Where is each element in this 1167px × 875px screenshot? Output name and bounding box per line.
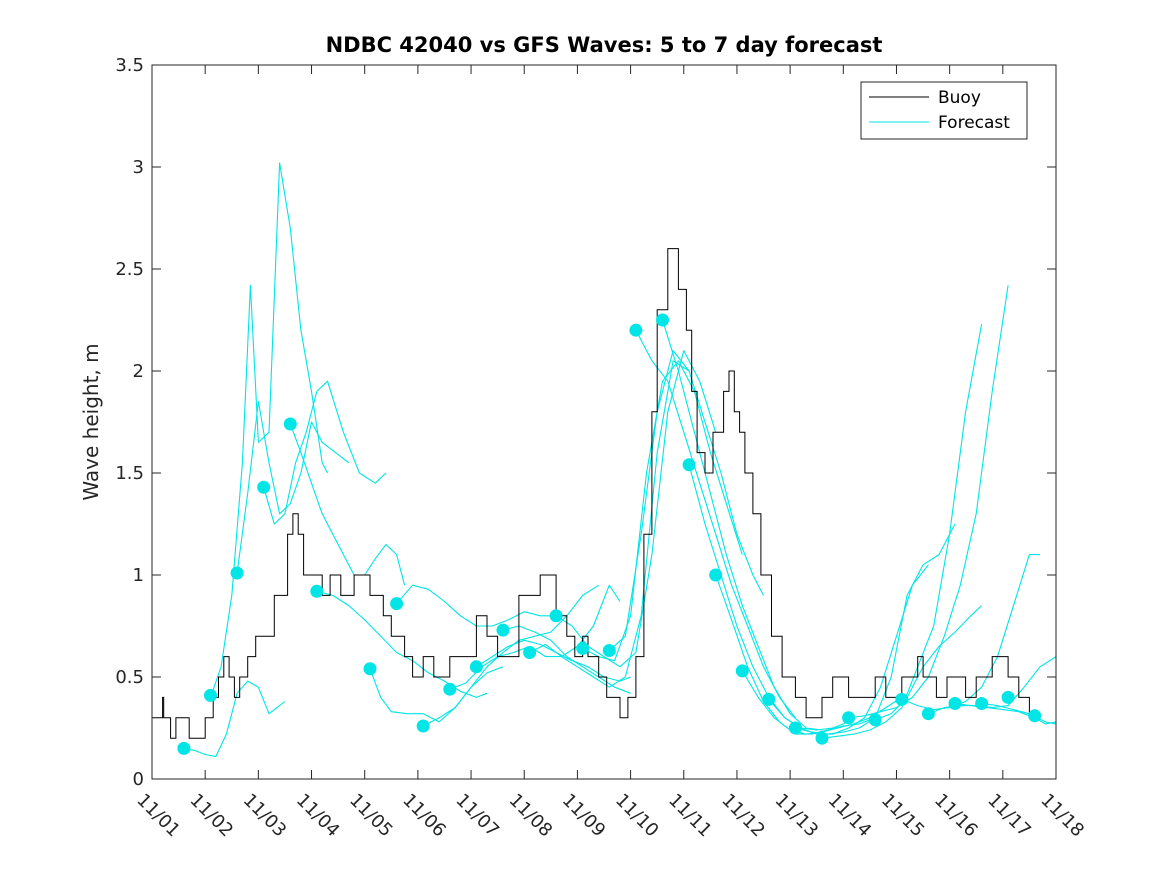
y-tick-label: 0 — [133, 769, 144, 790]
legend-buoy-label: Buoy — [938, 88, 981, 108]
forecast-marker — [469, 660, 483, 674]
forecast-marker — [788, 721, 802, 735]
axes-background — [152, 65, 1056, 779]
forecast-line-27 — [901, 554, 1040, 711]
forecast-marker — [283, 417, 297, 431]
legend-forecast-label: Forecast — [938, 113, 1010, 133]
forecast-marker — [709, 568, 723, 582]
forecast-marker — [257, 480, 271, 494]
forecast-marker — [921, 707, 935, 721]
forecast-line-15 — [582, 360, 743, 662]
forecast-marker — [975, 697, 989, 710]
forecast-marker — [762, 692, 776, 706]
y-tick-label: 2.5 — [115, 259, 144, 280]
y-axis-label: Wave height, m — [79, 343, 103, 500]
chart-title: NDBC 42040 vs GFS Waves: 5 to 7 day fore… — [326, 33, 883, 57]
forecast-line-4 — [263, 380, 387, 525]
forecast-marker — [948, 697, 962, 710]
forecast-marker — [602, 644, 616, 657]
buoy-line — [152, 248, 1040, 739]
forecast-line-12 — [502, 625, 631, 694]
forecast-line-9 — [422, 584, 599, 727]
forecast-line-5 — [289, 423, 406, 586]
forecast-line-2 — [209, 162, 328, 698]
y-tick-label: 1 — [133, 565, 144, 586]
y-tick-label: 3.5 — [115, 55, 144, 76]
forecast-marker — [204, 688, 217, 702]
forecast-line-29 — [954, 702, 1057, 725]
forecast-marker — [496, 623, 510, 637]
forecast-line-13 — [529, 360, 690, 688]
forecast-line-30 — [981, 702, 1057, 725]
forecast-line-16 — [608, 350, 764, 651]
forecast-marker — [629, 323, 643, 337]
forecast-marker — [576, 641, 590, 655]
forecast-marker — [416, 719, 430, 733]
forecast-line-3 — [236, 401, 350, 574]
y-tick-label: 1.5 — [115, 463, 144, 484]
forecast-marker — [443, 682, 457, 696]
forecast-line-18 — [661, 319, 823, 731]
forecast-marker — [523, 646, 537, 659]
axes-frame — [151, 64, 1057, 780]
forecast-line-1 — [183, 680, 286, 758]
legend: Buoy Forecast — [860, 81, 1028, 140]
y-tick-label: 3 — [133, 157, 144, 178]
forecast-marker — [230, 566, 244, 580]
forecast-marker — [895, 692, 909, 706]
y-tick-label: 2 — [133, 361, 144, 382]
forecast-marker — [1028, 709, 1042, 723]
forecast-marker — [1001, 690, 1015, 704]
plot-area — [152, 162, 1057, 758]
y-tick-label: 0.5 — [115, 667, 144, 688]
forecast-marker — [868, 713, 882, 727]
forecast-marker — [363, 662, 377, 676]
legend-box — [860, 81, 1028, 140]
forecast-line-24 — [821, 324, 983, 739]
forecast-marker — [177, 741, 191, 755]
forecast-marker — [815, 731, 829, 745]
forecast-marker — [656, 313, 669, 327]
forecast-line-7 — [369, 666, 504, 723]
forecast-marker — [842, 711, 856, 725]
forecast-marker — [682, 458, 696, 472]
forecast-line-17 — [635, 329, 796, 719]
forecast-marker — [735, 664, 749, 678]
forecast-marker — [549, 609, 563, 623]
forecast-marker — [310, 584, 324, 598]
forecast-marker — [390, 597, 404, 611]
forecast-line-26 — [875, 605, 982, 721]
